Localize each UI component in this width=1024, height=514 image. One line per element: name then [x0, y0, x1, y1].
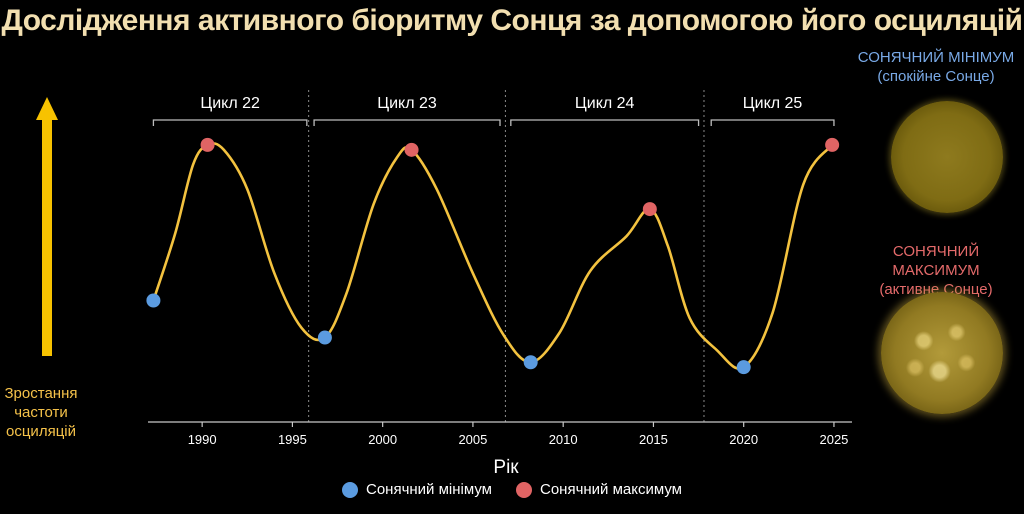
chart-legend: Сонячний мінімум Сонячний максимум [0, 481, 1024, 498]
legend-label-minimum: Сонячний мінімум [366, 481, 492, 498]
quiet-sun-image [891, 101, 1003, 213]
cycle-bracket [710, 119, 835, 126]
cycle-bracket [313, 119, 501, 126]
x-tick-label: 2015 [639, 432, 668, 447]
frequency-arrow-shaft [42, 118, 52, 356]
x-tick-label: 2025 [819, 432, 848, 447]
solar-minimum-point [523, 355, 538, 370]
cycle-label: Цикл 22 [200, 95, 260, 112]
legend-dot-minimum [342, 481, 358, 498]
legend-dot-maximum [516, 481, 532, 498]
solar-maximum-subtitle: (активне Сонце) [879, 281, 993, 298]
solar-minimum-subtitle: (спокійне Сонце) [877, 68, 995, 85]
frequency-arrow-head [36, 97, 58, 120]
cycle-bracket [510, 119, 700, 126]
cycle-bracket [152, 119, 308, 126]
x-tick-label: 2010 [549, 432, 578, 447]
solar-minimum-point [317, 330, 332, 345]
activity-curve-line [152, 142, 834, 370]
cycle-label: Цикл 23 [377, 95, 437, 112]
solar-maximum-title: СОНЯЧНИЙ МАКСИМУМ [892, 243, 980, 279]
x-tick-label: 1990 [188, 432, 217, 447]
solar-minimum-title: СОНЯЧНИЙ МІНІМУМ [857, 49, 1015, 66]
legend-label-maximum: Сонячний максимум [540, 481, 682, 498]
legend-item-minimum: Сонячний мінімум [342, 481, 492, 498]
x-tick-label: 1995 [278, 432, 307, 447]
solar-maximum-point [200, 137, 215, 152]
oscillation-frequency-label: Зростання частоти осциляцій [4, 385, 78, 440]
solar-minimum-point [146, 293, 161, 308]
solar-maximum-label: СОНЯЧНИЙ МАКСИМУМ (активне Сонце) [848, 242, 1024, 299]
cycle-label: Цикл 24 [575, 95, 635, 112]
x-tick-label: 2000 [368, 432, 397, 447]
solar-maximum-point [825, 137, 840, 152]
solar-maximum-point [404, 142, 419, 157]
active-sun-image [881, 292, 1003, 414]
solar-minimum-label: СОНЯЧНИЙ МІНІМУМ (спокійне Сонце) [848, 48, 1024, 86]
solar-minimum-point [736, 360, 751, 375]
cycle-label: Цикл 25 [743, 95, 803, 112]
legend-item-maximum: Сонячний максимум [516, 481, 682, 498]
x-axis-title: Рік [493, 457, 519, 478]
x-tick-label: 2005 [458, 432, 487, 447]
solar-maximum-point [642, 202, 657, 217]
page-title: Дослідження активного біоритму Сонця за … [1, 4, 1023, 37]
x-tick-label: 2020 [729, 432, 758, 447]
